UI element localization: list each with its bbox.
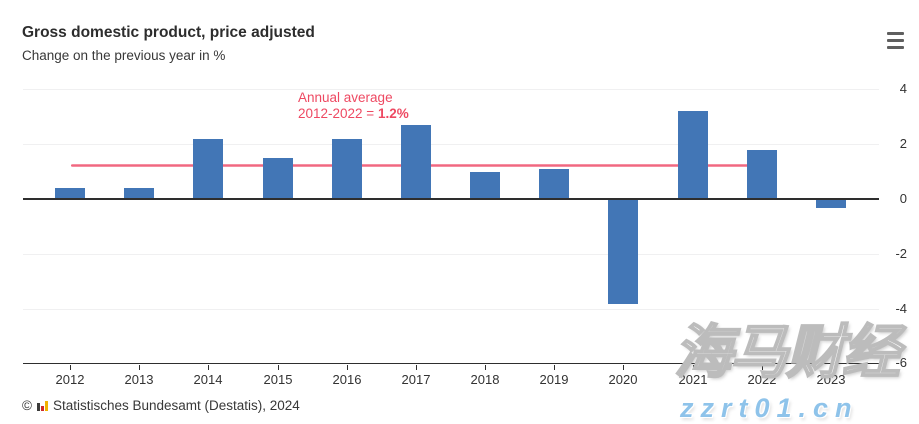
x-axis-tick-2021 xyxy=(693,365,694,370)
average-value: 1.2% xyxy=(377,106,409,121)
chart-context-menu-button[interactable] xyxy=(887,31,907,50)
x-axis-label-2012: 2012 xyxy=(55,372,85,387)
source-text: Statistisches Bundesamt (Destatis), 2024 xyxy=(52,398,300,413)
bar-2017[interactable] xyxy=(401,125,431,199)
x-axis-tick-2016 xyxy=(347,365,348,370)
copyright-symbol: © xyxy=(22,398,32,413)
bar-2012[interactable] xyxy=(55,188,85,199)
x-axis-label-2019: 2019 xyxy=(539,372,569,387)
destatis-bars-icon xyxy=(36,400,48,411)
bar-2014[interactable] xyxy=(193,139,223,199)
watermark-url: zzrt01.cn xyxy=(680,393,859,423)
x-axis-tick-2013 xyxy=(139,365,140,370)
gridline--2 xyxy=(23,254,879,255)
x-axis-label-2016: 2016 xyxy=(332,372,362,387)
x-axis-label-2013: 2013 xyxy=(124,372,154,387)
x-axis-tick-2023 xyxy=(831,365,832,370)
x-axis-label-2018: 2018 xyxy=(470,372,500,387)
zero-line xyxy=(23,198,879,200)
hamburger-menu-icon xyxy=(887,39,904,42)
average-annotation-line2: 2012-2022 = 1.2% xyxy=(298,106,409,121)
x-axis-tick-2018 xyxy=(485,365,486,370)
x-axis-label-2020: 2020 xyxy=(608,372,638,387)
x-axis-tick-2017 xyxy=(416,365,417,370)
y-axis-label--4: -4 xyxy=(895,301,907,316)
bar-2023[interactable] xyxy=(816,200,846,208)
bar-2016[interactable] xyxy=(332,139,362,199)
average-annotation: Annual average 2012-2022 = 1.2% xyxy=(298,90,409,122)
x-axis-tick-2012 xyxy=(70,365,71,370)
bar-2013[interactable] xyxy=(124,188,154,199)
x-axis-tick-2015 xyxy=(278,365,279,370)
gridline-2 xyxy=(23,144,879,145)
x-axis-label-2017: 2017 xyxy=(401,372,431,387)
average-annotation-line1: Annual average xyxy=(298,90,393,105)
bar-2018[interactable] xyxy=(470,172,500,199)
y-axis-label--6: -6 xyxy=(895,355,907,370)
bar-2022[interactable] xyxy=(747,150,777,199)
y-axis-label-2: 2 xyxy=(899,136,907,151)
page-title: Gross domestic product, price adjusted xyxy=(22,24,315,41)
hamburger-menu-icon xyxy=(887,32,904,35)
x-axis-line xyxy=(23,363,879,364)
chart-subtitle: Change on the previous year in % xyxy=(22,48,226,63)
x-axis-tick-2020 xyxy=(623,365,624,370)
bar-2021[interactable] xyxy=(678,111,708,199)
bar-2015[interactable] xyxy=(263,158,293,199)
x-axis-tick-2019 xyxy=(554,365,555,370)
bar-2020[interactable] xyxy=(608,200,638,304)
hamburger-menu-icon xyxy=(887,46,904,49)
x-axis-label-2021: 2021 xyxy=(678,372,708,387)
y-axis-label-4: 4 xyxy=(899,81,907,96)
watermark-cjk: 海马财经 xyxy=(673,320,901,386)
y-axis-label-0: 0 xyxy=(899,191,907,206)
x-axis-label-2022: 2022 xyxy=(747,372,777,387)
x-axis-label-2023: 2023 xyxy=(816,372,846,387)
x-axis-label-2014: 2014 xyxy=(193,372,223,387)
x-axis-tick-2022 xyxy=(762,365,763,370)
x-axis-label-2015: 2015 xyxy=(263,372,293,387)
gridline-4 xyxy=(23,89,879,90)
source-note: © Statistisches Bundesamt (Destatis), 20… xyxy=(22,398,300,413)
bar-2019[interactable] xyxy=(539,169,569,199)
gridline--4 xyxy=(23,309,879,310)
x-axis-tick-2014 xyxy=(208,365,209,370)
y-axis-label--2: -2 xyxy=(895,246,907,261)
